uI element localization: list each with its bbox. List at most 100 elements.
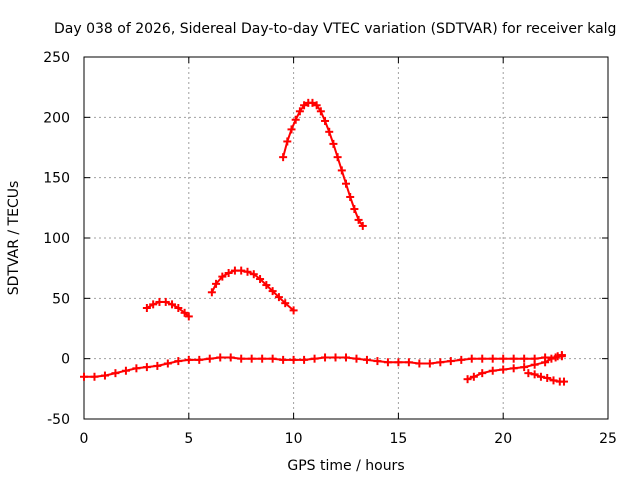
- data-point-marker: [142, 303, 151, 312]
- data-point-marker: [557, 351, 566, 360]
- data-point-marker: [520, 363, 529, 372]
- y-tick-label: 100: [43, 231, 70, 247]
- series-arc-1: [142, 297, 193, 321]
- series-baseline: [80, 352, 566, 381]
- data-point-marker: [207, 288, 216, 297]
- x-tick-label: 5: [184, 431, 193, 447]
- data-point-marker: [174, 357, 183, 366]
- data-series: [80, 98, 568, 386]
- data-point-marker: [268, 287, 277, 296]
- data-point-marker: [205, 354, 214, 363]
- data-point-marker: [425, 359, 434, 368]
- data-point-marker: [478, 369, 487, 378]
- data-point-marker: [132, 364, 141, 373]
- data-point-marker: [249, 270, 258, 279]
- data-point-marker: [316, 107, 325, 116]
- data-point-marker: [362, 355, 371, 364]
- chart-title: Day 038 of 2026, Sidereal Day-to-day VTE…: [54, 21, 616, 37]
- data-point-marker: [325, 127, 334, 136]
- data-point-marker: [358, 221, 367, 230]
- y-axis-label: SDTVAR / TECUs: [6, 181, 22, 296]
- data-point-marker: [457, 355, 466, 364]
- data-point-marker: [547, 354, 556, 363]
- data-point-marker: [218, 272, 227, 281]
- data-point-marker: [541, 358, 550, 367]
- data-point-marker: [446, 357, 455, 366]
- series-arc-3: [279, 98, 367, 230]
- data-point-marker: [237, 354, 246, 363]
- data-point-marker: [300, 355, 309, 364]
- data-point-marker: [530, 360, 539, 369]
- data-point-marker: [262, 281, 271, 290]
- y-tick-label: 0: [61, 352, 70, 368]
- data-point-marker: [279, 153, 288, 162]
- data-point-marker: [308, 98, 317, 107]
- data-point-marker: [337, 166, 346, 175]
- data-point-marker: [224, 268, 233, 277]
- data-point-marker: [549, 376, 558, 385]
- data-point-marker: [350, 205, 359, 214]
- data-point-marker: [168, 300, 177, 309]
- data-point-marker: [274, 293, 283, 302]
- data-point-marker: [216, 353, 225, 362]
- data-point-marker: [321, 116, 330, 125]
- data-point-marker: [195, 355, 204, 364]
- data-point-marker: [243, 267, 252, 276]
- data-point-marker: [80, 372, 88, 381]
- data-point-marker: [247, 354, 256, 363]
- data-point-marker: [331, 353, 340, 362]
- data-point-marker: [153, 361, 162, 370]
- x-tick-label: 15: [389, 431, 407, 447]
- data-point-marker: [184, 355, 193, 364]
- data-point-marker: [329, 139, 338, 148]
- data-point-marker: [543, 373, 552, 382]
- data-point-marker: [161, 297, 170, 306]
- data-point-marker: [289, 306, 298, 315]
- data-point-marker: [121, 366, 130, 375]
- data-point-marker: [469, 372, 478, 381]
- data-point-marker: [100, 371, 109, 380]
- data-point-marker: [281, 299, 290, 308]
- x-tick-label: 25: [599, 431, 617, 447]
- data-point-marker: [524, 369, 533, 378]
- y-tick-label: -50: [47, 412, 70, 428]
- data-point-marker: [488, 366, 497, 375]
- data-point-marker: [530, 370, 539, 379]
- data-point-marker: [279, 355, 288, 364]
- data-point-marker: [352, 354, 361, 363]
- data-point-marker: [283, 137, 292, 146]
- axis-ticks: 0 5 10 15 20 25 -50 0 50 100 150 200 250: [43, 50, 617, 447]
- data-point-marker: [295, 107, 304, 116]
- data-point-marker: [499, 365, 508, 374]
- x-tick-label: 20: [494, 431, 512, 447]
- data-point-marker: [467, 354, 476, 363]
- x-tick-label: 10: [285, 431, 303, 447]
- data-point-marker: [436, 358, 445, 367]
- data-point-marker: [174, 303, 183, 312]
- data-point-marker: [300, 101, 309, 110]
- data-point-marker: [321, 353, 330, 362]
- y-tick-label: 200: [43, 110, 70, 126]
- y-tick-label: 250: [43, 50, 70, 66]
- data-point-marker: [520, 354, 529, 363]
- data-point-marker: [163, 359, 172, 368]
- series-arc-5: [524, 369, 568, 386]
- data-point-marker: [180, 308, 189, 317]
- data-point-marker: [333, 153, 342, 162]
- y-tick-label: 150: [43, 171, 70, 187]
- data-point-marker: [404, 358, 413, 367]
- data-point-marker: [354, 215, 363, 224]
- data-point-marker: [149, 300, 158, 309]
- data-point-marker: [184, 312, 193, 321]
- data-point-marker: [559, 377, 568, 386]
- data-point-marker: [536, 372, 545, 381]
- data-point-marker: [142, 363, 151, 372]
- data-point-marker: [310, 354, 319, 363]
- data-point-marker: [383, 358, 392, 367]
- data-point-marker: [237, 266, 246, 275]
- data-point-marker: [346, 192, 355, 201]
- data-point-marker: [415, 359, 424, 368]
- data-point-marker: [509, 354, 518, 363]
- data-point-marker: [291, 115, 300, 124]
